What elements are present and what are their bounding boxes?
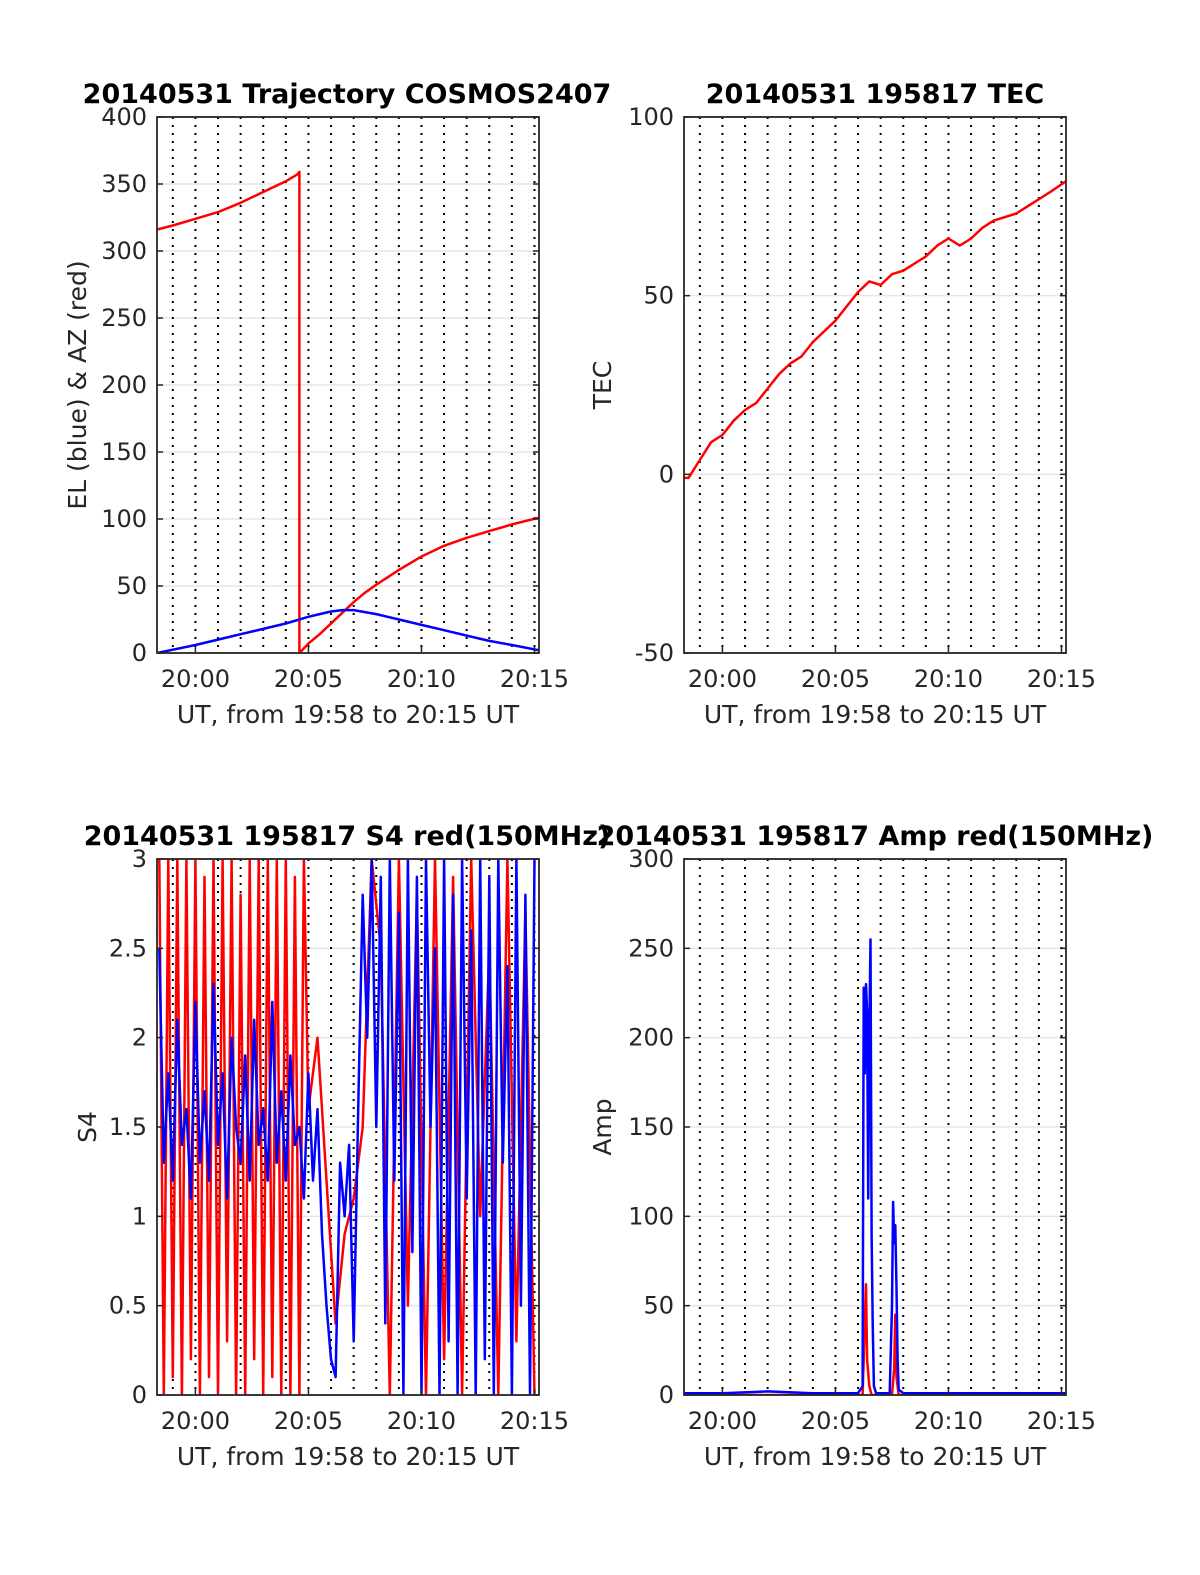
y-tick-label: 3: [132, 845, 147, 873]
y-tick-label: 200: [628, 1024, 674, 1052]
x-tick-label: 20:05: [274, 665, 343, 693]
y-tick-label: 0: [659, 1381, 674, 1409]
s4-panel: 0 0.5 1 1.5 2 2.5 3 20:00 20:05 20:10 20:15 2014053…: [73, 821, 610, 1471]
plot-area: [684, 117, 1066, 653]
y-tick-label: 300: [628, 845, 674, 873]
x-tick-label: 20:10: [387, 1407, 456, 1435]
y-tick-label: 250: [628, 934, 674, 962]
x-tick-label: 20:10: [387, 665, 456, 693]
amp-panel: 0 50 100 150 200 250 300 20:00 20:05 20:10 20:15 20…: [588, 821, 1153, 1471]
y-tick-label: 150: [628, 1113, 674, 1141]
y-tick-label: 100: [628, 103, 674, 131]
x-tick-label: 20:00: [161, 1407, 230, 1435]
y-tick-label: -50: [635, 639, 674, 667]
x-tick-label: 20:00: [688, 1407, 757, 1435]
x-axis-label: UT, from 19:58 to 20:15 UT: [177, 1442, 520, 1471]
y-tick-label: 300: [101, 237, 147, 265]
y-axis-label: TEC: [588, 361, 617, 411]
x-tick-label: 20:10: [914, 665, 983, 693]
x-tick-label: 20:05: [801, 665, 870, 693]
y-axis-label: S4: [73, 1111, 102, 1143]
x-tick-label: 20:15: [1027, 665, 1096, 693]
y-tick-label: 2: [132, 1024, 147, 1052]
y-tick-label: 100: [628, 1202, 674, 1230]
chart-title: 20140531 195817 TEC: [706, 79, 1045, 110]
series-line-blue: [158, 859, 536, 1395]
x-axis-label: UT, from 19:58 to 20:15 UT: [704, 700, 1047, 729]
chart-title: 20140531 195817 Amp red(150MHz): [597, 821, 1154, 852]
x-tick-label: 20:10: [914, 1407, 983, 1435]
chart-title: 20140531 195817 S4 red(150MHz): [84, 821, 611, 852]
x-axis-label: UT, from 19:58 to 20:15 UT: [704, 1442, 1047, 1471]
x-tick-label: 20:15: [500, 665, 569, 693]
y-tick-label: 0: [132, 639, 147, 667]
y-tick-label: 0: [659, 460, 674, 488]
x-tick-label: 20:05: [274, 1407, 343, 1435]
x-tick-label: 20:00: [161, 665, 230, 693]
series-line-red: [684, 180, 1066, 480]
y-tick-label: 400: [101, 103, 147, 131]
x-axis-label: UT, from 19:58 to 20:15 UT: [177, 700, 520, 729]
y-tick-label: 100: [101, 505, 147, 533]
x-tick-label: 20:15: [1027, 1407, 1096, 1435]
series-line-blue: [157, 608, 539, 653]
x-tick-label: 20:00: [688, 665, 757, 693]
x-tick-label: 20:15: [500, 1407, 569, 1435]
axes-box: [683, 116, 1067, 654]
y-tick-label: 0.5: [109, 1292, 147, 1320]
y-tick-label: 50: [643, 282, 674, 310]
y-tick-label: 200: [101, 371, 147, 399]
series-line-blue: [684, 938, 1066, 1395]
y-tick-label: 150: [101, 438, 147, 466]
y-tick-label: 1.5: [109, 1113, 147, 1141]
y-tick-label: 2.5: [109, 934, 147, 962]
y-axis-label: EL (blue) & AZ (red): [63, 260, 92, 509]
trajectory-panel: 0 50 100 150 200 250 300 350 400 20:00 20:05 20:10 2…: [63, 79, 611, 729]
x-tick-label: 20:05: [801, 1407, 870, 1435]
y-tick-label: 250: [101, 304, 147, 332]
y-tick-label: 1: [132, 1202, 147, 1230]
y-tick-label: 50: [643, 1292, 674, 1320]
tec-panel: -50 0 50 100 20:00 20:05 20:10 20:15 20140531 19…: [588, 79, 1096, 729]
y-axis-label: Amp: [588, 1098, 617, 1155]
series-line-red: [684, 1282, 1066, 1395]
y-tick-label: 50: [116, 572, 147, 600]
chart-title: 20140531 Trajectory COSMOS2407: [83, 79, 612, 110]
series-line-red: [157, 170, 539, 653]
y-tick-label: 350: [101, 170, 147, 198]
y-tick-label: 0: [132, 1381, 147, 1409]
